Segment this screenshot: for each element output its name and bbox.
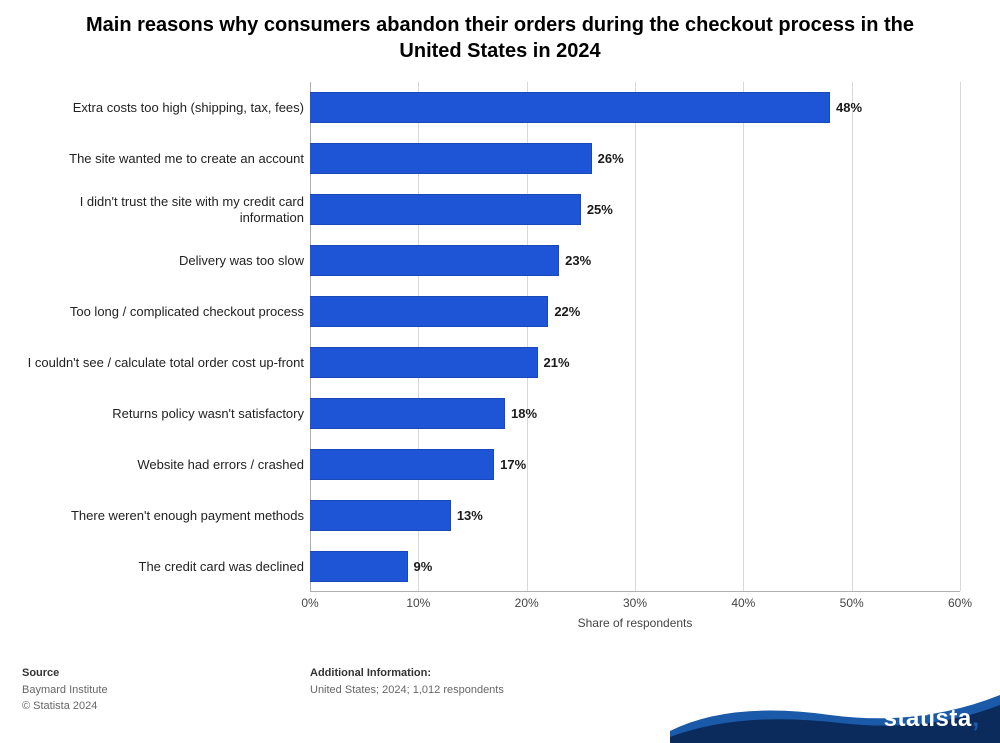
info-header: Additional Information: (310, 665, 504, 682)
bar-value: 18% (511, 406, 537, 421)
x-tick-label: 50% (840, 596, 864, 610)
gridline (852, 82, 853, 591)
x-tick-label: 0% (301, 596, 318, 610)
bar (310, 347, 538, 378)
bar (310, 500, 451, 531)
bar (310, 194, 581, 225)
source-line-1: Baymard Institute (22, 682, 108, 699)
gridline (743, 82, 744, 591)
bar-row: 13% (310, 500, 483, 531)
bar-value: 26% (598, 151, 624, 166)
x-tick-label: 30% (623, 596, 647, 610)
category-label: Too long / complicated checkout process (14, 303, 304, 319)
x-tick-label: 20% (515, 596, 539, 610)
bar-value: 17% (500, 457, 526, 472)
category-label: The site wanted me to create an account (14, 150, 304, 166)
brand-logo: statista‚ (670, 683, 1000, 743)
x-axis-title: Share of respondents (578, 616, 693, 630)
bar-value: 23% (565, 253, 591, 268)
gridline (960, 82, 961, 591)
bar-value: 13% (457, 508, 483, 523)
gridline (635, 82, 636, 591)
footer-info: Additional Information: United States; 2… (310, 665, 504, 698)
chart-area: 48%26%25%23%22%21%18%17%13%9% Share of r… (310, 82, 960, 620)
bar-value: 25% (587, 202, 613, 217)
bar-row: 17% (310, 449, 526, 480)
category-label: Website had errors / crashed (14, 456, 304, 472)
bar-value: 48% (836, 100, 862, 115)
bar-row: 18% (310, 398, 537, 429)
bar (310, 398, 505, 429)
bar-value: 22% (554, 304, 580, 319)
bar-row: 9% (310, 551, 432, 582)
info-line: United States; 2024; 1,012 respondents (310, 682, 504, 699)
bar-row: 25% (310, 194, 613, 225)
category-label: Delivery was too slow (14, 252, 304, 268)
category-label: I didn't trust the site with my credit c… (14, 193, 304, 226)
bar (310, 449, 494, 480)
x-tick-label: 60% (948, 596, 972, 610)
bar-row: 48% (310, 92, 862, 123)
bar-row: 26% (310, 143, 624, 174)
chart-plot: 48% 26% 25% 23% 22% 21% 18% 17% 13% 9% (310, 82, 960, 592)
source-line-2: © Statista 2024 (22, 698, 108, 715)
category-label: Extra costs too high (shipping, tax, fee… (14, 99, 304, 115)
category-label: Returns policy wasn't satisfactory (14, 405, 304, 421)
bar (310, 551, 408, 582)
bar-row: 23% (310, 245, 591, 276)
x-tick-label: 10% (406, 596, 430, 610)
chart-title: Main reasons why consumers abandon their… (0, 0, 1000, 72)
bar (310, 92, 830, 123)
bar-value: 9% (414, 559, 433, 574)
source-header: Source (22, 665, 108, 682)
bar (310, 245, 559, 276)
category-label: I couldn't see / calculate total order c… (14, 354, 304, 370)
bar-row: 21% (310, 347, 570, 378)
bar (310, 296, 548, 327)
x-tick-label: 40% (731, 596, 755, 610)
footer-source: Source Baymard Institute © Statista 2024 (22, 665, 108, 715)
bar (310, 143, 592, 174)
brand-text: statista‚ (884, 705, 980, 733)
category-label: There weren't enough payment methods (14, 507, 304, 523)
bar-row: 22% (310, 296, 580, 327)
bar-value: 21% (544, 355, 570, 370)
category-label: The credit card was declined (14, 558, 304, 574)
